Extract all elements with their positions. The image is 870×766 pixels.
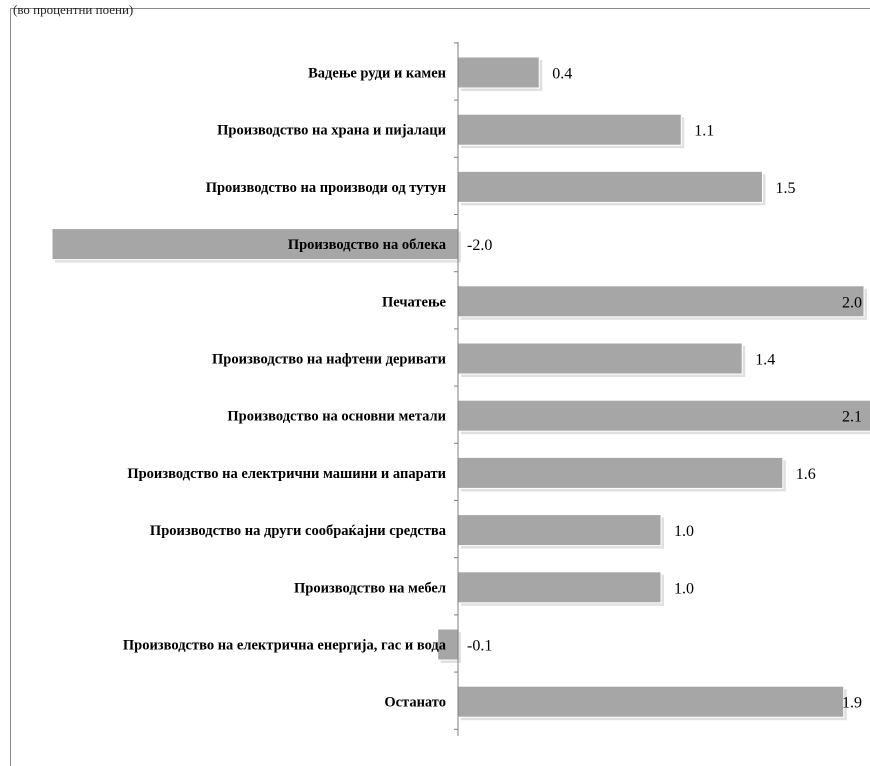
value-label: -0.1 bbox=[467, 638, 492, 655]
chart-top-note: (во процентни поени) bbox=[13, 2, 134, 17]
category-label: Производство на нафтени деривати bbox=[212, 352, 446, 368]
category-labels-group: Вадење руди и камен Производство на храна… bbox=[123, 66, 447, 711]
value-labels-group: 0.4 1.1 1.5 -2.0 2.0 1.4 2.1 1.6 1.0 1.0 -0.1 1.9 bbox=[467, 66, 862, 712]
category-label: Производство на други сообраќајни средст… bbox=[150, 523, 447, 539]
value-label: 1.0 bbox=[674, 523, 694, 540]
bar bbox=[457, 571, 662, 604]
value-label: 0.4 bbox=[552, 66, 572, 83]
category-label: Производство на електрични машини и апар… bbox=[127, 466, 446, 482]
value-label: 1.9 bbox=[842, 695, 862, 712]
category-label: Производство на електрична енергија, гас… bbox=[123, 638, 447, 654]
category-label: Производство на храна и пијалаци bbox=[217, 123, 446, 139]
value-label: 1.0 bbox=[674, 580, 694, 597]
bar bbox=[457, 399, 870, 432]
value-label: 1.5 bbox=[776, 180, 796, 197]
value-label: 1.4 bbox=[755, 352, 775, 369]
y-axis bbox=[454, 42, 459, 736]
bar bbox=[457, 285, 865, 318]
bar bbox=[51, 228, 459, 261]
category-label: Производство на облека bbox=[288, 237, 447, 253]
bar bbox=[457, 170, 763, 203]
category-label: Вадење руди и камен bbox=[308, 66, 446, 82]
value-label: -2.0 bbox=[467, 237, 492, 254]
category-label: Останато bbox=[384, 695, 446, 711]
bar bbox=[457, 342, 743, 375]
chart-frame: (во процентни поени) bbox=[10, 2, 870, 766]
bar bbox=[457, 56, 540, 89]
category-label: Производство на мебел bbox=[294, 580, 446, 596]
value-label: 1.6 bbox=[796, 466, 816, 483]
bar bbox=[457, 113, 682, 146]
bars-group bbox=[51, 56, 870, 721]
category-label: Производство на основни метали bbox=[227, 409, 446, 425]
category-label: Производство на производи од тутун bbox=[206, 180, 446, 196]
value-label: 2.0 bbox=[842, 294, 862, 311]
bar bbox=[457, 685, 845, 718]
value-label: 1.1 bbox=[694, 123, 714, 140]
bar bbox=[457, 456, 784, 489]
value-label: 2.1 bbox=[842, 409, 862, 426]
bar bbox=[457, 514, 662, 547]
category-label: Печатење bbox=[382, 294, 447, 310]
